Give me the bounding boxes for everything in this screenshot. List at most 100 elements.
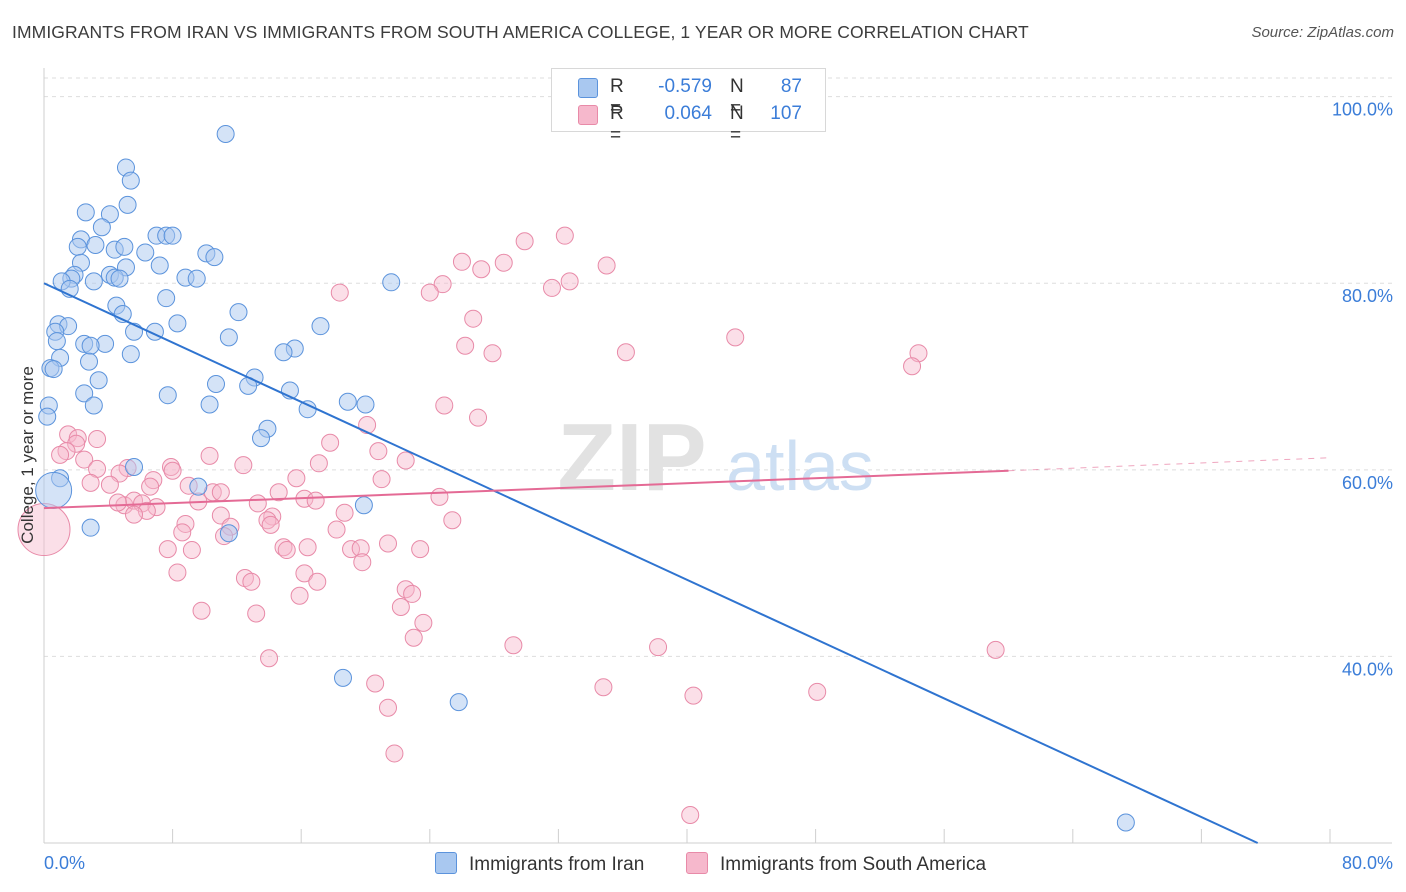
south-america-point	[141, 477, 160, 496]
bottom-legend-iran: Immigrants from Iran	[435, 852, 644, 876]
south-america-point	[808, 682, 827, 701]
south-america-point	[192, 601, 211, 620]
south-america-point	[385, 744, 404, 763]
south-america-point	[163, 461, 182, 480]
bottom-legend-label-iran: Immigrants from Iran	[469, 854, 645, 875]
south-america-point	[414, 613, 433, 632]
south-america-point	[287, 469, 306, 488]
south-america-point	[411, 540, 430, 559]
iran-point	[81, 518, 100, 537]
south-america-point	[358, 416, 377, 435]
south-america-point	[295, 564, 314, 583]
south-america-point	[261, 515, 280, 534]
south-america-point	[443, 511, 462, 530]
south-america-point	[616, 343, 635, 362]
south-america-point	[158, 540, 177, 559]
south-america-point	[372, 470, 391, 489]
south-america-trend-line	[43, 469, 1009, 510]
iran-point	[136, 243, 155, 262]
axes	[43, 68, 1392, 844]
iran-point	[150, 256, 169, 275]
south-america-point	[182, 541, 201, 560]
bottom-legend-swatch-south-america	[686, 852, 708, 874]
iran-point	[84, 396, 103, 415]
south-america-point	[555, 226, 574, 245]
x-tick-label-left: 0.0%	[44, 853, 85, 873]
iran-point	[252, 429, 271, 448]
south-america-point	[452, 252, 471, 271]
south-america-point	[472, 260, 491, 279]
iran-points	[35, 124, 1135, 832]
legend-n-label: N =	[730, 76, 744, 119]
iran-point	[92, 218, 111, 237]
iran-trend-line	[43, 282, 1259, 844]
legend-r-label: R =	[610, 103, 624, 146]
iran-point	[86, 235, 105, 254]
south-america-point	[88, 430, 107, 449]
south-america-point	[560, 272, 579, 291]
iran-point	[163, 226, 182, 245]
iran-point	[207, 375, 226, 393]
x-tick-label-right: 80.0%	[1342, 853, 1393, 873]
south-america-point	[726, 328, 745, 347]
tick-labels: 40.0% 60.0% 80.0% 100.0% 0.0% 80.0%	[44, 100, 1393, 873]
south-america-point	[321, 433, 340, 452]
south-america-point	[125, 505, 144, 524]
south-america-point	[433, 275, 452, 294]
iran-point	[89, 371, 108, 390]
iran-point	[121, 345, 140, 364]
iran-point	[75, 384, 94, 403]
legend-n-value-iran: 87	[780, 76, 802, 97]
iran-point	[1116, 813, 1135, 832]
south-america-point	[494, 253, 513, 272]
iran-point	[84, 272, 103, 291]
south-america-point	[342, 540, 361, 559]
south-america-point	[81, 473, 100, 492]
iran-point	[157, 289, 176, 308]
iran-point	[229, 303, 248, 322]
iran-point	[200, 395, 219, 414]
bottom-legend-south-america: Immigrants from South America	[686, 852, 986, 876]
iran-point	[68, 237, 87, 256]
south-america-point	[391, 597, 410, 616]
chart-title: IMMIGRANTS FROM IRAN VS IMMIGRANTS FROM …	[12, 22, 1029, 42]
south-america-point	[351, 539, 370, 558]
south-america-point	[108, 493, 127, 512]
south-america-point	[330, 283, 349, 302]
south-america-point	[456, 336, 475, 355]
bottom-legend-swatch-iran	[435, 852, 457, 874]
south-america-point	[247, 604, 266, 623]
south-america-point	[649, 638, 668, 657]
south-america-point	[403, 584, 422, 603]
iran-point	[274, 343, 293, 362]
trend-lines	[43, 282, 1331, 844]
iran-point	[333, 668, 352, 687]
south-america-point	[211, 483, 230, 502]
south-america-point	[269, 483, 288, 502]
iran-point	[356, 395, 375, 414]
south-america-point	[379, 698, 398, 717]
south-america-trend-extension	[1008, 457, 1331, 472]
chart-source: Source: ZipAtlas.com	[1251, 24, 1394, 41]
iran-point	[354, 496, 373, 515]
south-america-point	[234, 456, 253, 475]
legend-r-value-south-america: 0.064	[664, 103, 712, 124]
south-america-point	[594, 678, 613, 697]
south-america-point	[277, 541, 296, 560]
south-america-point	[430, 487, 449, 506]
iran-point	[76, 203, 95, 222]
legend-n-value-south-america: 107	[770, 103, 802, 124]
south-america-point	[396, 580, 415, 599]
south-america-point	[379, 534, 398, 553]
south-america-point	[335, 503, 354, 522]
south-america-point	[369, 442, 388, 461]
south-america-point	[274, 538, 293, 557]
iran-point	[219, 328, 238, 347]
iran-point	[47, 332, 66, 351]
iran-point	[35, 471, 73, 509]
south-america-point	[435, 396, 454, 415]
iran-point	[80, 352, 99, 371]
south-america-point	[327, 520, 346, 539]
south-america-point	[67, 434, 86, 453]
